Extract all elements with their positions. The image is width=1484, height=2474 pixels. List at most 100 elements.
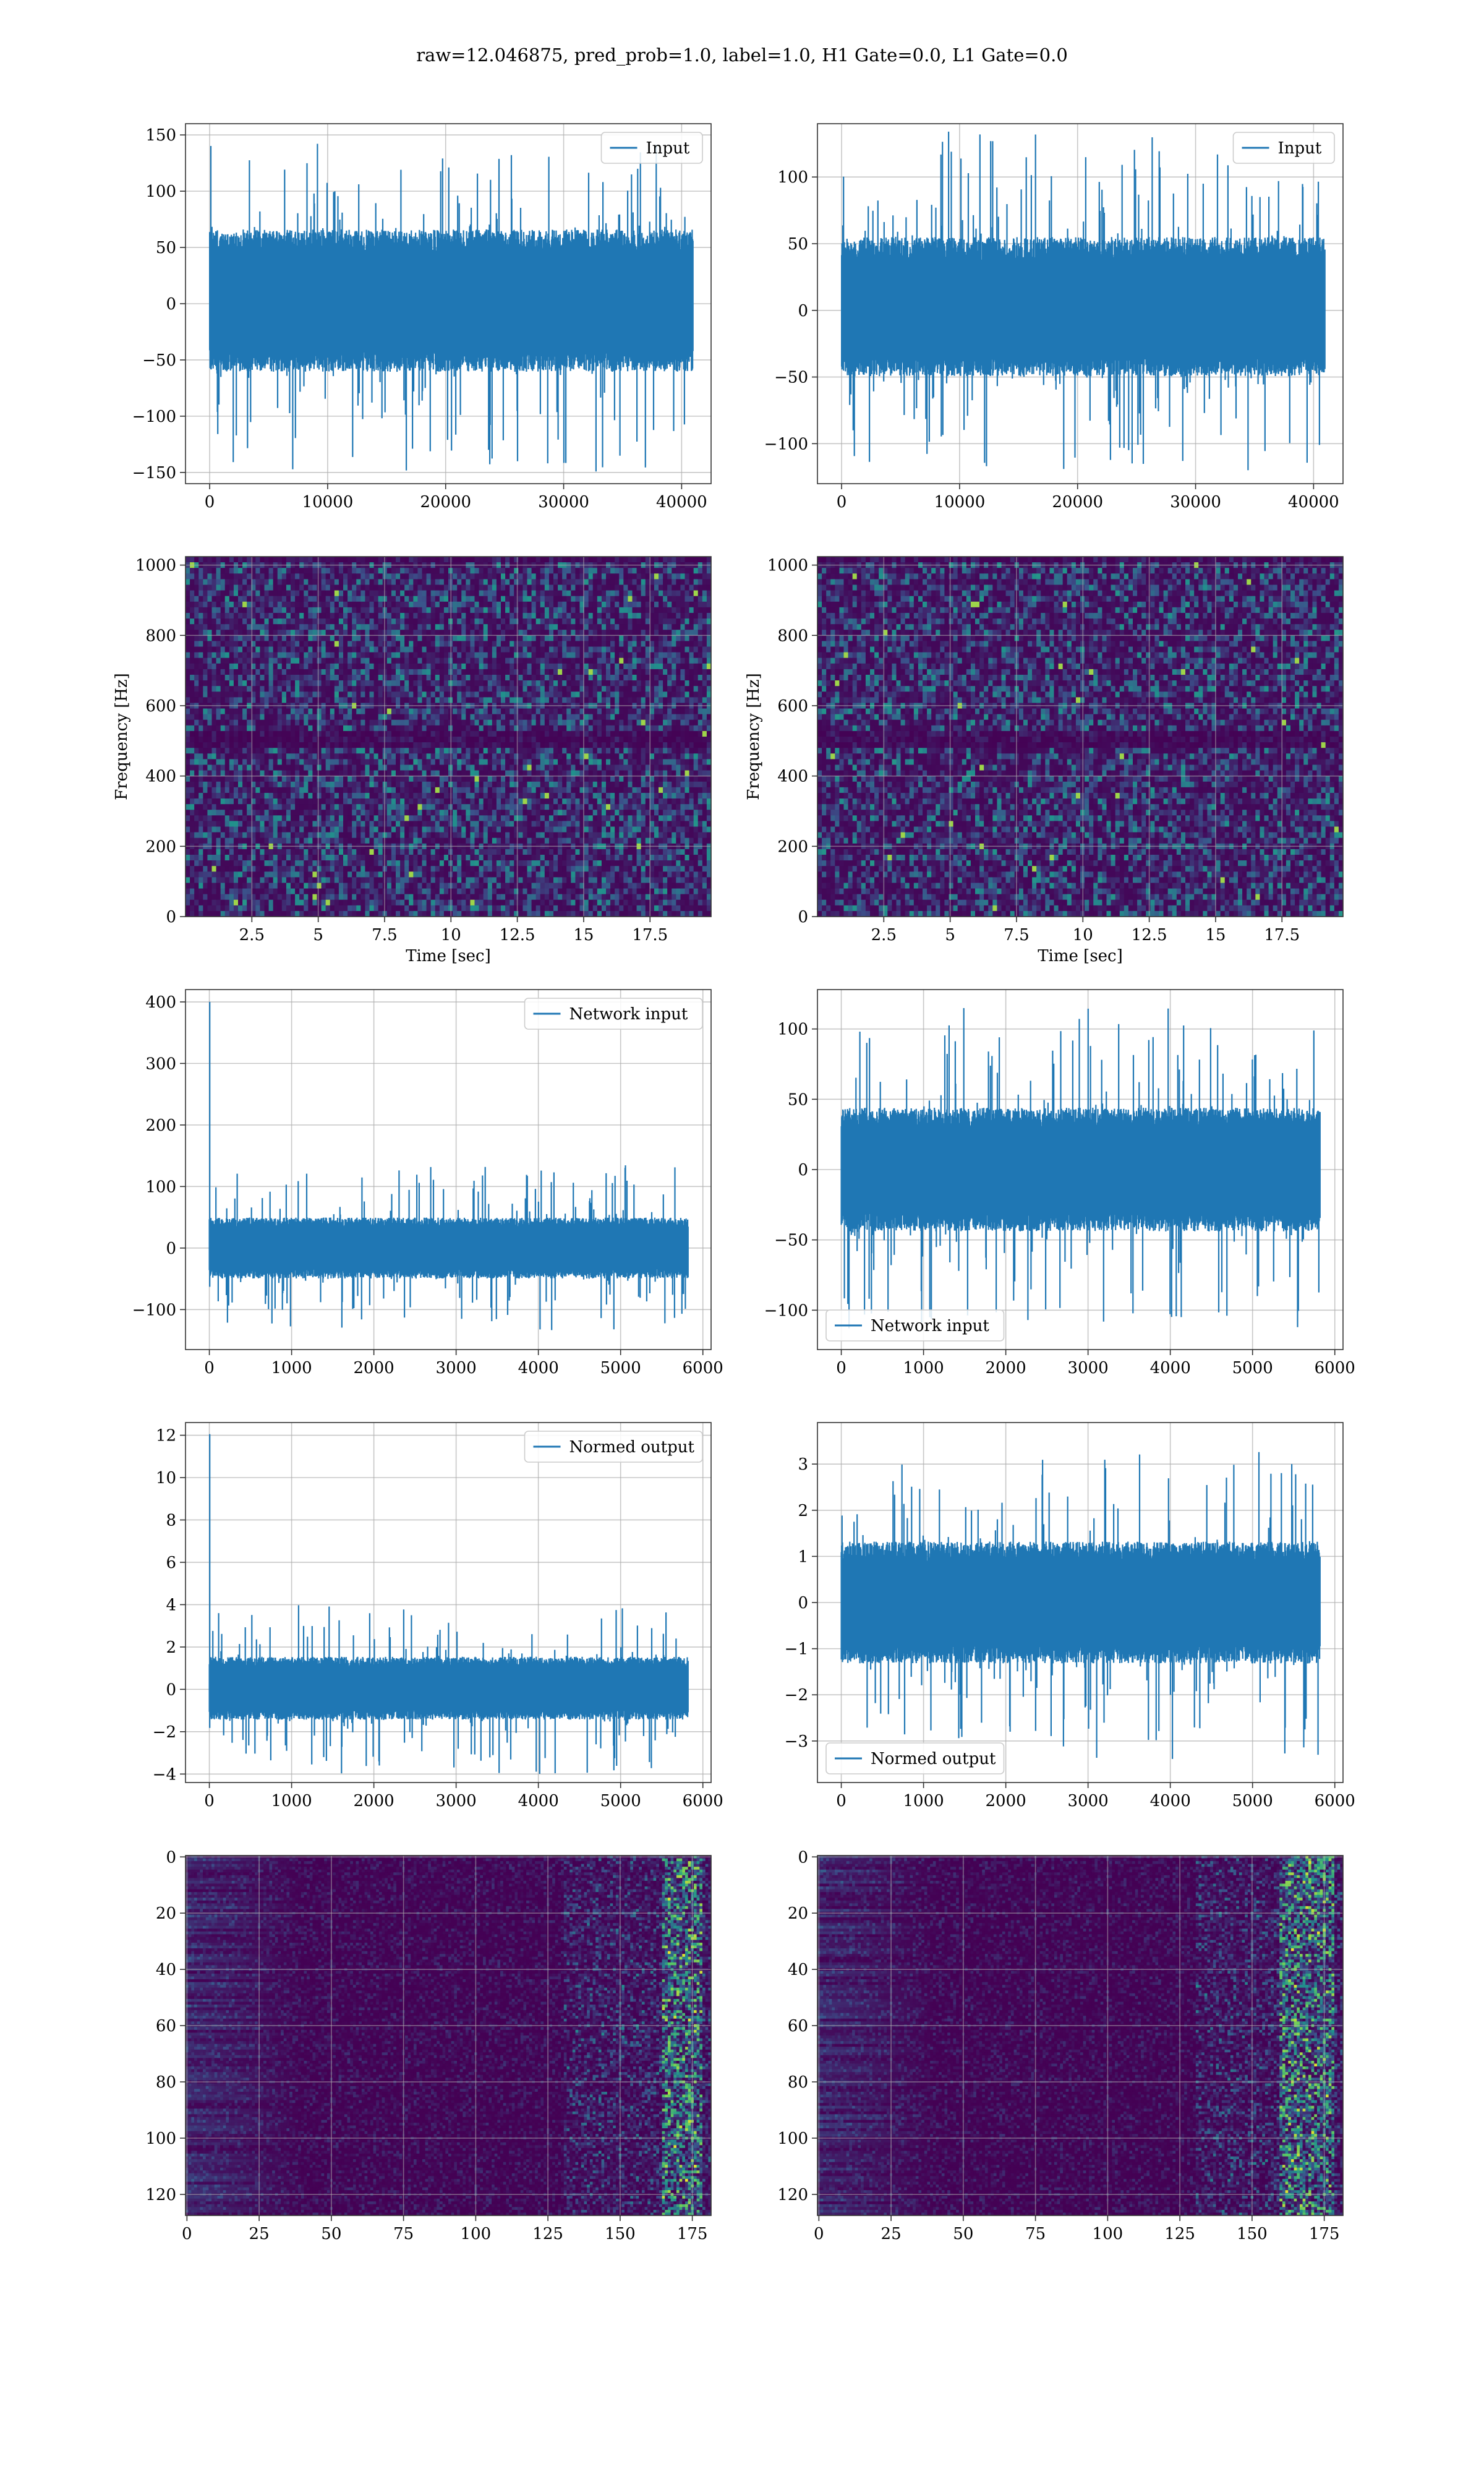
x-tick-label: 0 xyxy=(182,2225,192,2243)
y-tick-label: −2 xyxy=(785,1686,808,1705)
y-tick-label: 1000 xyxy=(135,557,176,575)
y-tick-label: 100 xyxy=(777,168,808,187)
x-tick-label: 20000 xyxy=(420,493,471,511)
x-tick-label: 1000 xyxy=(271,1359,312,1377)
y-tick-label: 50 xyxy=(788,235,808,254)
legend-label: Input xyxy=(646,139,690,158)
x-tick-label: 1000 xyxy=(903,1792,944,1810)
x-tick-label: 30000 xyxy=(1170,493,1221,511)
legend-label: Normed output xyxy=(569,1438,695,1457)
plot-area xyxy=(186,1856,712,2216)
x-tick-label: 175 xyxy=(1309,2225,1340,2243)
legend: Input xyxy=(1234,132,1335,163)
y-tick-label: 100 xyxy=(145,182,176,201)
y-tick-label: 0 xyxy=(798,1594,808,1612)
legend-label: Input xyxy=(1278,139,1322,158)
y-tick-label: 600 xyxy=(777,697,808,716)
x-tick-label: 3000 xyxy=(1068,1792,1109,1810)
plot-area xyxy=(186,557,712,917)
y-tick-label: −100 xyxy=(764,1301,808,1320)
x-tick-label: 5000 xyxy=(1232,1792,1273,1810)
legend-label: Normed output xyxy=(871,1750,996,1768)
x-tick-label: 6000 xyxy=(1315,1792,1355,1810)
x-tick-label: 10000 xyxy=(934,493,986,511)
x-tick-label: 175 xyxy=(677,2225,708,2243)
x-tick-label: 2000 xyxy=(354,1359,394,1377)
x-tick-label: 6000 xyxy=(1315,1359,1355,1377)
x-tick-label: 25 xyxy=(249,2225,270,2243)
x-tick-label: 10 xyxy=(1073,926,1093,944)
y-tick-label: 150 xyxy=(145,126,176,145)
figure-title: raw=12.046875, pred_prob=1.0, label=1.0,… xyxy=(416,45,1068,66)
x-axis-label: Time [sec] xyxy=(406,947,491,965)
y-tick-label: 100 xyxy=(777,2129,808,2148)
x-tick-label: 2000 xyxy=(354,1792,394,1810)
x-tick-label: 2.5 xyxy=(239,926,265,944)
x-tick-label: 17.5 xyxy=(632,926,668,944)
x-tick-label: 2000 xyxy=(986,1359,1026,1377)
y-tick-label: 400 xyxy=(777,768,808,786)
y-tick-label: 800 xyxy=(777,627,808,645)
x-tick-label: 75 xyxy=(1025,2225,1046,2243)
y-tick-label: −150 xyxy=(132,464,176,482)
y-tick-label: 10 xyxy=(156,1469,176,1487)
y-tick-label: 80 xyxy=(788,2073,808,2092)
x-tick-label: 7.5 xyxy=(1004,926,1029,944)
x-tick-label: 5000 xyxy=(600,1792,641,1810)
y-tick-label: 20 xyxy=(156,1904,176,1923)
y-tick-label: 800 xyxy=(145,627,176,645)
x-tick-label: 2.5 xyxy=(871,926,897,944)
x-tick-label: 0 xyxy=(205,493,215,511)
x-tick-label: 4000 xyxy=(518,1359,559,1377)
x-tick-label: 150 xyxy=(605,2225,636,2243)
x-tick-label: 25 xyxy=(881,2225,902,2243)
x-tick-label: 5000 xyxy=(600,1359,641,1377)
y-tick-label: 100 xyxy=(145,2129,176,2148)
y-tick-label: 0 xyxy=(166,1848,176,1867)
x-tick-label: 75 xyxy=(393,2225,414,2243)
y-tick-label: 400 xyxy=(145,993,176,1012)
y-tick-label: 4 xyxy=(166,1596,176,1614)
y-tick-label: −1 xyxy=(785,1640,808,1659)
x-tick-label: 150 xyxy=(1237,2225,1268,2243)
legend: Network input xyxy=(826,1310,1004,1341)
y-tick-label: −50 xyxy=(774,1231,808,1250)
legend: Normed output xyxy=(525,1431,703,1462)
x-tick-label: 5 xyxy=(313,926,323,944)
x-tick-label: 5 xyxy=(945,926,955,944)
legend: Normed output xyxy=(826,1743,1004,1774)
legend-label: Network input xyxy=(569,1005,688,1024)
y-tick-label: 1 xyxy=(798,1547,808,1566)
x-tick-label: 15 xyxy=(1205,926,1226,944)
y-tick-label: 6 xyxy=(166,1554,176,1572)
x-tick-label: 15 xyxy=(573,926,594,944)
subplot-row2-left: 2.5 5 7.5 10 12.5 15 17.502004006008001000Time… xyxy=(113,557,712,965)
y-tick-label: 0 xyxy=(798,1848,808,1867)
x-tick-label: 40000 xyxy=(656,493,707,511)
x-tick-label: 3000 xyxy=(436,1792,477,1810)
y-tick-label: 0 xyxy=(166,295,176,314)
y-tick-label: 1000 xyxy=(767,557,808,575)
x-tick-label: 40000 xyxy=(1288,493,1339,511)
y-tick-label: 120 xyxy=(777,2186,808,2204)
y-tick-label: 50 xyxy=(788,1090,808,1109)
x-tick-label: 5000 xyxy=(1232,1359,1273,1377)
x-tick-label: 30000 xyxy=(538,493,589,511)
y-tick-label: 12 xyxy=(156,1427,176,1445)
x-tick-label: 20000 xyxy=(1052,493,1103,511)
y-tick-label: −100 xyxy=(764,435,808,453)
y-tick-label: −100 xyxy=(132,1301,176,1319)
y-tick-label: 0 xyxy=(798,908,808,927)
legend: Network input xyxy=(525,998,703,1029)
y-tick-label: 20 xyxy=(788,1904,808,1923)
x-tick-label: 6000 xyxy=(683,1359,723,1377)
y-tick-label: −4 xyxy=(153,1765,176,1784)
y-tick-label: −2 xyxy=(153,1723,176,1742)
legend-label: Network input xyxy=(871,1317,989,1335)
y-tick-label: 0 xyxy=(166,1239,176,1258)
y-tick-label: 120 xyxy=(145,2186,176,2204)
y-tick-label: 2 xyxy=(166,1638,176,1657)
